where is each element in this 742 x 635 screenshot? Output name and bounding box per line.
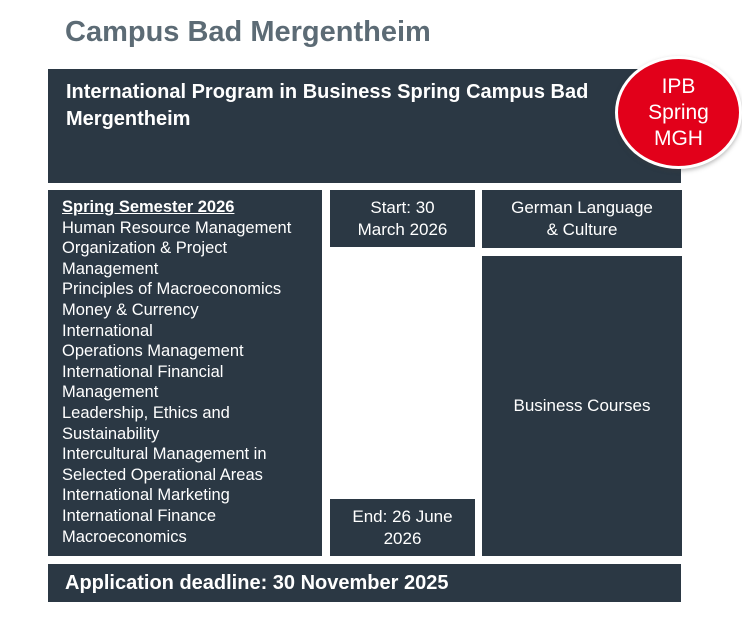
application-deadline-bar: Application deadline: 30 November 2025 [48,564,681,602]
start-date-box: Start: 30 March 2026 [330,190,475,247]
page-title: Campus Bad Mergentheim [65,16,431,48]
application-deadline-label: Application deadline: 30 November 2025 [65,571,449,594]
end-date-label: End: 26 June 2026 [352,506,453,548]
program-header-box: International Program in Business Spring… [48,69,681,183]
german-language-culture-box: German Language & Culture [482,190,682,248]
start-date-label: Start: 30 March 2026 [357,197,448,239]
program-badge: IPB Spring MGH [615,56,742,169]
business-courses-box: Business Courses [482,256,682,556]
german-language-culture-label: German Language & Culture [511,198,653,239]
program-badge-label: IPB Spring MGH [648,74,709,150]
program-header-title: International Program in Business Spring… [66,81,589,130]
business-courses-label: Business Courses [513,396,651,415]
end-date-box: End: 26 June 2026 [330,499,475,556]
semester-course-panel: Spring Semester 2026 Human Resource Mana… [48,190,322,556]
course-list: Human Resource Management Organization &… [62,218,292,546]
semester-heading: Spring Semester 2026 [62,198,235,216]
